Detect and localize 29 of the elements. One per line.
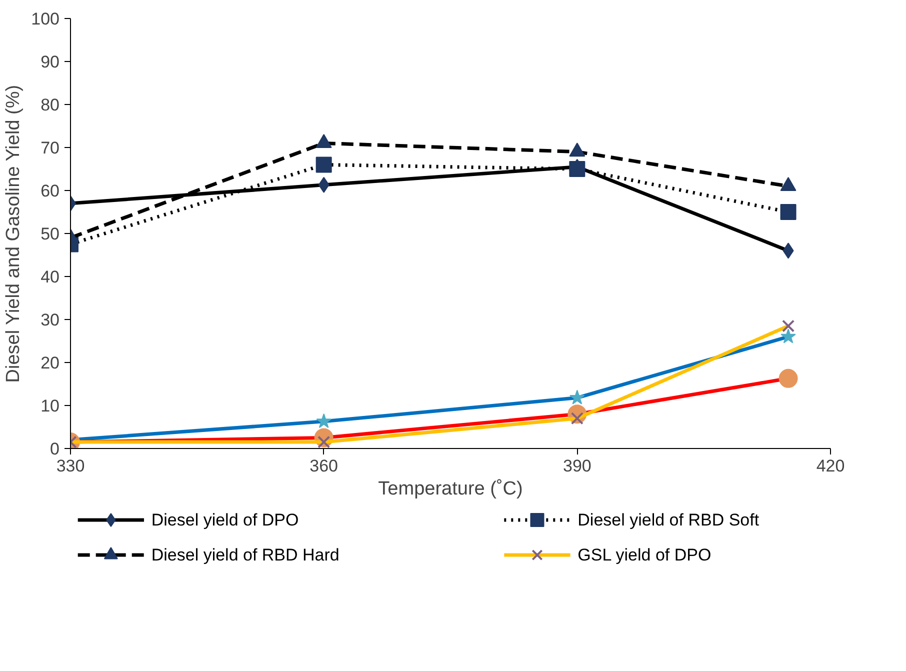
point — [316, 156, 332, 173]
legend-label: Diesel yield of RBD Hard — [151, 546, 340, 564]
y-tick-label: 90 — [40, 52, 60, 72]
x-tick-label: 360 — [310, 456, 338, 476]
y-tick-label: 100 — [31, 10, 60, 28]
point — [316, 413, 332, 428]
y-tick-label: 70 — [40, 138, 60, 158]
y-tick-label: 40 — [40, 268, 60, 286]
y-tick-label: 60 — [40, 182, 60, 200]
y-tick-label: 0 — [50, 440, 60, 458]
y-tick-label: 30 — [40, 310, 60, 330]
legend-label: Diesel yield of DPO — [151, 510, 299, 530]
point — [782, 320, 795, 332]
x-axis-title: Temperature (˚C) — [378, 478, 523, 500]
point — [780, 328, 796, 344]
x-tick-label: 420 — [816, 456, 845, 476]
legend-label: Diesel yield of RBD Soft — [578, 510, 760, 530]
y-tick-label: 50 — [40, 224, 60, 244]
point — [778, 368, 798, 388]
y-tick-label: 80 — [40, 96, 60, 114]
y-tick-label: 20 — [40, 354, 60, 372]
x-tick-label: 390 — [562, 456, 592, 476]
x-tick-label: 330 — [56, 456, 85, 476]
point — [569, 161, 586, 177]
point — [780, 204, 796, 220]
y-tick-label: 10 — [40, 396, 60, 416]
y-axis-title: Diesel Yield and Gasoline Yield (%) — [3, 84, 24, 383]
legend-label: GSL yield of DPO — [578, 546, 712, 564]
point — [570, 390, 585, 404]
